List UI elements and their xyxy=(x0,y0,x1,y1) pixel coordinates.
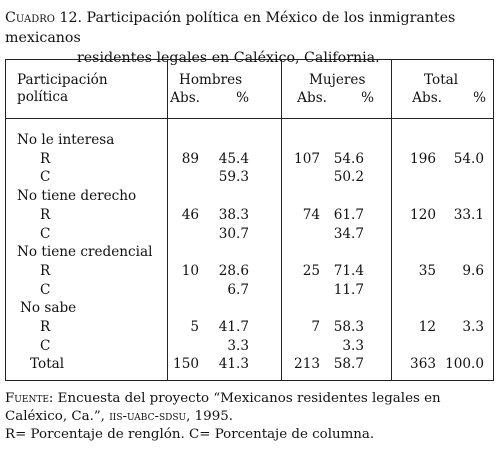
table-cell: 50.2 xyxy=(333,169,364,186)
source-label: Fuente: xyxy=(5,391,54,406)
row-label: No tiene credencial xyxy=(17,244,153,261)
table-cell: 71.4 xyxy=(333,262,364,279)
row-label: No tiene derecho xyxy=(17,188,137,205)
table-cell: 100.0 xyxy=(445,356,484,373)
table-cell: 58.3 xyxy=(333,319,364,335)
table-cell: 3.3 xyxy=(227,337,249,354)
row-label: C xyxy=(40,337,51,354)
source-note: R= Porcentaje de renglón. C= Porcentaje … xyxy=(5,427,375,442)
table-cell: 59.3 xyxy=(218,169,249,186)
table-cell: 6.7 xyxy=(227,281,249,298)
header-divider xyxy=(6,118,493,119)
table-cell: 5 xyxy=(190,319,199,335)
table-cell: 54.6 xyxy=(333,150,364,167)
row-label: R xyxy=(40,262,51,279)
data-table: Participación política Hombres Mujeres T… xyxy=(5,59,494,381)
table-cell: 363 xyxy=(410,356,436,373)
table-cell: 11.7 xyxy=(333,281,364,298)
source-text2c: , 1995. xyxy=(186,409,233,424)
table-cell: 58.7 xyxy=(333,356,364,373)
source-institutions: iis-uabc-sdsu xyxy=(109,409,187,424)
row-label: No le interesa xyxy=(17,132,115,148)
table-cell: 30.7 xyxy=(218,225,249,242)
table-cell: 74 xyxy=(302,206,320,223)
caption-label: Cuadro 12. xyxy=(5,10,83,26)
column-divider xyxy=(391,60,392,380)
table-cell: 34.7 xyxy=(333,225,364,242)
row-label: C xyxy=(40,281,51,298)
table-cell: 3.3 xyxy=(462,319,484,335)
row-label: C xyxy=(40,169,51,186)
table-cell: 120 xyxy=(410,206,436,223)
column-divider xyxy=(281,60,282,380)
table-cell: 213 xyxy=(294,356,320,373)
row-header-line1: Participación xyxy=(17,72,108,88)
subheader-cell: Abs. xyxy=(297,90,327,106)
table-cell: 28.6 xyxy=(218,262,249,279)
source-text2a: Caléxico, Ca.”, xyxy=(5,409,105,424)
column-divider xyxy=(167,60,168,380)
caption-title-line1: Participación política en México de los … xyxy=(5,10,456,46)
table-cell: 7 xyxy=(311,319,320,335)
source-text1: Encuesta del proyecto “Mexicanos residen… xyxy=(57,391,441,406)
row-label: No sabe xyxy=(20,300,77,317)
table-cell: 35 xyxy=(418,262,436,279)
table-cell: 45.4 xyxy=(218,150,249,167)
table-cell: 89 xyxy=(181,150,199,167)
row-label: Total xyxy=(30,356,65,373)
row-header-line2: política xyxy=(17,89,69,105)
row-label: C xyxy=(40,225,51,242)
caption-title-line2: residentes legales en Caléxico, Californ… xyxy=(77,50,380,66)
group-header-hombres: Hombres xyxy=(179,72,243,88)
table-cell: 3.3 xyxy=(342,337,364,354)
row-label: R xyxy=(40,319,51,335)
table-cell: 41.7 xyxy=(218,319,249,335)
table-cell: 25 xyxy=(302,262,320,279)
group-header-total: Total xyxy=(424,72,459,88)
table-cell: 107 xyxy=(294,150,320,167)
table-cell: 38.3 xyxy=(218,206,249,223)
subheader-cell: Abs. xyxy=(170,90,200,106)
table-cell: 61.7 xyxy=(333,206,364,223)
table-cell: 46 xyxy=(181,206,199,223)
table-cell: 150 xyxy=(173,356,199,373)
table-cell: 9.6 xyxy=(462,262,484,279)
source-line1: Fuente: Encuesta del proyecto “Mexicanos… xyxy=(5,390,495,408)
row-label: R xyxy=(40,206,51,223)
group-header-mujeres: Mujeres xyxy=(309,72,366,88)
table-source-note: Fuente: Encuesta del proyecto “Mexicanos… xyxy=(5,390,495,444)
table-cell: 41.3 xyxy=(218,356,249,373)
table-cell: 33.1 xyxy=(453,206,484,223)
row-header: Participación política xyxy=(17,72,108,106)
table-cell: 196 xyxy=(410,150,436,167)
table-cell: 10 xyxy=(181,262,199,279)
source-line2: Caléxico, Ca.”, iis-uabc-sdsu, 1995. xyxy=(5,408,495,426)
table-cell: 54.0 xyxy=(453,150,484,167)
row-label: R xyxy=(40,150,51,167)
subheader-cell: % xyxy=(236,90,249,106)
subheader-cell: % xyxy=(361,90,374,106)
table-cell: 12 xyxy=(418,319,436,335)
subheader-cell: % xyxy=(473,90,486,106)
table-caption: Cuadro 12. Participación política en Méx… xyxy=(5,8,495,68)
subheader-cell: Abs. xyxy=(412,90,442,106)
